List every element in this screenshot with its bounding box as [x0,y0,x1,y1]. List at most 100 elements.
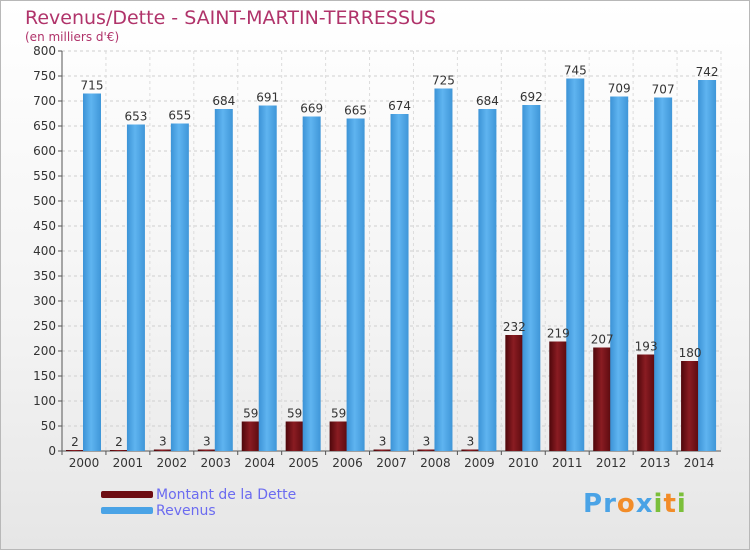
x-tick-label: 2007 [376,456,407,470]
bar-revenus [214,109,233,451]
y-tick-label: 150 [33,369,56,383]
x-tick-label: 2008 [420,456,451,470]
logo-letter: t [663,489,677,519]
data-label-debt: 232 [503,320,526,334]
x-tick-label: 2001 [113,456,144,470]
bar-revenus [302,116,321,451]
data-label-debt: 59 [331,407,346,421]
bar-debt [285,421,304,451]
bar-revenus [170,123,189,451]
data-label-debt: 3 [379,435,387,449]
bar-debt [637,354,656,451]
legend-swatch-debt [101,491,153,498]
y-tick-label: 100 [33,394,56,408]
chart-title: Revenus/Dette - SAINT-MARTIN-TERRESSUS [25,7,436,29]
bar-revenus [83,93,101,451]
y-tick-label: 450 [33,219,56,233]
bar-revenus [258,105,277,451]
data-label-revenus: 669 [300,102,323,116]
x-tick-label: 2012 [596,456,627,470]
x-tick-label: 2002 [157,456,188,470]
bar-debt [241,421,260,451]
y-tick-label: 400 [33,244,56,258]
bar-debt [197,449,216,451]
x-tick-label: 2000 [69,456,100,470]
data-label-revenus: 674 [388,99,411,113]
y-tick-label: 750 [33,69,56,83]
y-tick-label: 200 [33,344,56,358]
y-tick-label: 600 [33,144,56,158]
chart-subtitle: (en milliers d'€) [25,30,120,44]
x-tick-label: 2010 [508,456,539,470]
bar-revenus [346,118,365,451]
bar-revenus [610,96,629,451]
proxiti-logo: Proxiti [583,489,687,519]
bar-revenus [434,88,453,451]
bar-debt [549,341,568,451]
data-label-debt: 180 [679,346,702,360]
x-tick-label: 2011 [552,456,583,470]
data-label-revenus: 684 [212,94,235,108]
x-tick-label: 2005 [288,456,319,470]
data-label-debt: 2 [71,435,79,449]
data-label-revenus: 665 [344,104,367,118]
bar-debt [461,449,480,451]
data-label-debt: 3 [467,435,475,449]
y-tick-label: 300 [33,294,56,308]
x-tick-label: 2013 [640,456,671,470]
data-label-revenus: 707 [652,83,675,97]
y-tick-label: 50 [41,419,56,433]
data-label-debt: 59 [243,407,258,421]
logo-letter: i [653,489,664,519]
data-label-debt: 3 [203,435,211,449]
bar-revenus [566,78,585,451]
legend-swatch-revenus [101,507,153,514]
x-tick-label: 2014 [684,456,715,470]
data-label-debt: 59 [287,407,302,421]
data-label-revenus: 655 [168,109,191,123]
x-tick-label: 2004 [244,456,275,470]
legend-label-revenus: Revenus [156,503,216,519]
bar-revenus [126,124,145,451]
logo-letter: r [603,489,617,519]
data-label-revenus: 725 [432,74,455,88]
y-tick-label: 350 [33,269,56,283]
data-label-revenus: 692 [520,90,543,104]
data-label-revenus: 691 [256,91,279,105]
bar-debt [109,450,128,451]
bar-debt [153,449,172,451]
bar-debt [593,347,612,451]
bar-revenus [478,109,497,451]
data-label-revenus: 745 [564,64,587,78]
bar-debt [373,449,392,451]
bar-debt [329,421,348,451]
x-tick-label: 2009 [464,456,495,470]
x-tick-label: 2006 [332,456,363,470]
y-tick-label: 250 [33,319,56,333]
logo-letter: P [583,489,604,519]
legend-label-debt: Montant de la Dette [156,487,297,503]
bar-debt [66,450,84,451]
y-tick-label: 500 [33,194,56,208]
logo-letter: x [635,489,654,519]
data-label-revenus: 653 [124,110,147,124]
data-label-debt: 193 [635,340,658,354]
data-label-debt: 207 [591,333,614,347]
y-tick-label: 650 [33,119,56,133]
y-tick-label: 800 [33,44,56,58]
y-tick-label: 0 [48,444,56,458]
bar-debt [681,361,700,451]
data-label-debt: 219 [547,327,570,341]
bar-revenus [654,97,673,451]
data-label-debt: 2 [115,435,123,449]
logo-letter: i [676,489,687,519]
bar-revenus [698,80,717,451]
bar-revenus [522,105,541,451]
data-label-debt: 3 [159,435,167,449]
x-tick-label: 2003 [200,456,231,470]
bar-debt [417,449,436,451]
y-tick-label: 550 [33,169,56,183]
data-label-revenus: 715 [81,79,104,93]
